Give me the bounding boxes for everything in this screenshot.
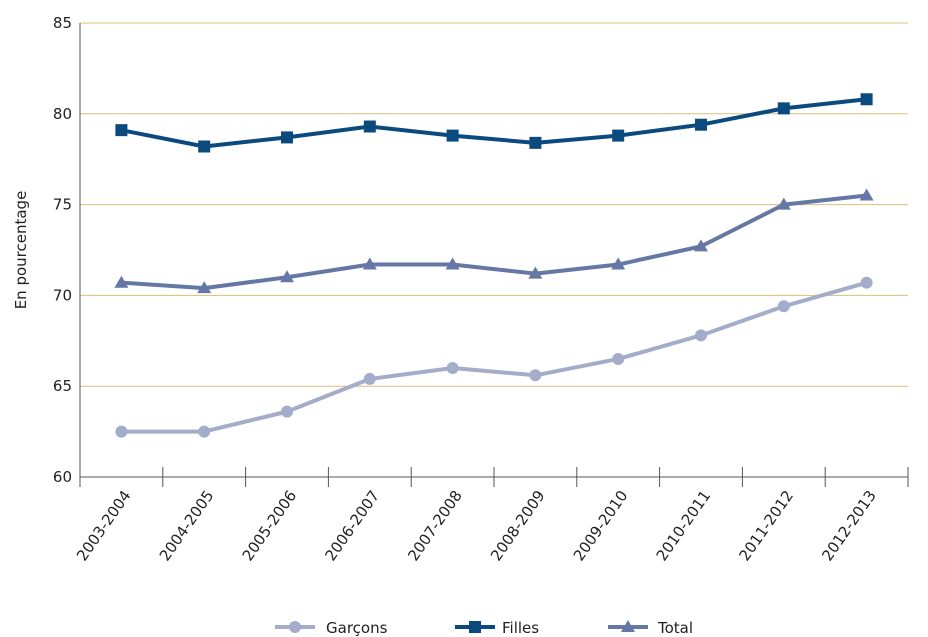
y-tick-label: 80 xyxy=(53,105,72,123)
series-2 xyxy=(114,188,874,294)
data-point xyxy=(529,136,542,149)
data-point xyxy=(281,131,293,144)
x-tick-label: 2006-2007 xyxy=(321,487,383,564)
gridlines xyxy=(80,22,908,387)
x-tick-label: 2003-2004 xyxy=(73,487,135,564)
data-point xyxy=(198,425,211,438)
x-tick-label: 2010-2011 xyxy=(653,487,715,564)
data-point xyxy=(529,369,542,382)
data-point xyxy=(612,352,625,365)
data-point xyxy=(860,276,873,289)
data-point xyxy=(115,425,128,438)
data-point xyxy=(446,362,459,375)
y-tick-label: 85 xyxy=(53,14,72,32)
data-point xyxy=(446,129,459,142)
x-tick-label: 2008-2009 xyxy=(487,487,549,564)
legend-swatch-marker xyxy=(621,620,635,632)
data-point xyxy=(281,405,293,418)
y-tick-label: 70 xyxy=(53,286,72,304)
data-point xyxy=(114,275,129,288)
legend-item: Total xyxy=(608,619,693,637)
series-1 xyxy=(115,93,873,153)
legend-item: Filles xyxy=(455,619,539,637)
x-tick-label: 2004-2005 xyxy=(156,487,218,564)
x-tick-label: 2005-2006 xyxy=(239,487,301,564)
y-axis-title: En pourcentage xyxy=(12,191,30,310)
legend-swatch-marker xyxy=(469,621,481,633)
data-point xyxy=(859,188,874,201)
data-point xyxy=(777,300,790,313)
y-tick-label: 65 xyxy=(53,377,72,395)
data-point xyxy=(694,239,708,252)
data-point xyxy=(611,257,626,270)
series-line xyxy=(121,193,867,291)
y-tick-label: 60 xyxy=(53,468,72,486)
axes: 60 65 70 75 80 85 2003-2004 2004-2005 2005-2006 2… xyxy=(53,14,909,564)
x-tick-label: 2007-2008 xyxy=(404,487,466,564)
data-point xyxy=(528,266,543,279)
legend: Garçons Filles Total xyxy=(275,619,693,637)
data-point xyxy=(115,124,128,137)
data-point xyxy=(363,372,376,385)
legend-label: Filles xyxy=(502,619,539,637)
data-point xyxy=(362,257,377,270)
legend-label: Garçons xyxy=(326,619,388,637)
legend-label: Total xyxy=(657,619,693,637)
data-point xyxy=(612,129,625,142)
data-point xyxy=(363,120,376,133)
x-tick-label: 2011-2012 xyxy=(735,487,797,564)
x-tick-label: 2012-2013 xyxy=(818,487,880,564)
data-point xyxy=(197,281,212,294)
data-point xyxy=(198,140,211,153)
data-point xyxy=(695,329,707,342)
data-point xyxy=(777,102,790,115)
series xyxy=(114,93,874,438)
series-line xyxy=(121,280,868,434)
x-tick-label: 2009-2010 xyxy=(570,487,632,564)
data-point xyxy=(280,270,294,283)
legend-item: Garçons xyxy=(275,619,388,637)
data-point xyxy=(776,197,791,210)
y-tick-label: 75 xyxy=(53,196,72,214)
data-point xyxy=(445,257,460,270)
data-point xyxy=(695,118,707,131)
series-0 xyxy=(115,276,873,438)
data-point xyxy=(860,93,873,106)
series-line xyxy=(121,97,867,149)
legend-swatch-marker xyxy=(289,621,301,633)
